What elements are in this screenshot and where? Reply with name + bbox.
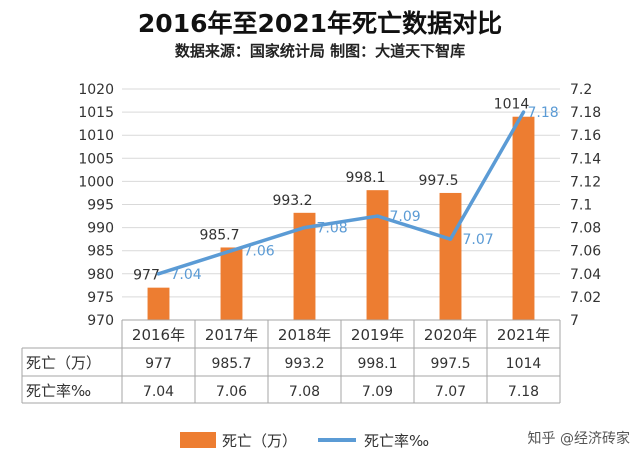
rate-value-label: 7.04 [171,267,202,283]
bar-5 [439,192,462,320]
right-axis-tick-label: 7.2 [570,82,592,98]
left-axis-tick-label: 1020 [78,82,114,98]
right-axis-tick-label: 7.12 [570,174,601,190]
right-axis-tick-label: 7.1 [570,198,592,214]
rate-point [522,110,525,114]
category-label: 2016年 [132,326,185,344]
bar-value-label: 997.5 [418,173,458,189]
bar-1 [147,287,170,320]
left-axis-tick-label: 995 [87,198,114,214]
bar-3 [293,212,316,320]
bar-value-label: 998.1 [345,170,385,186]
table-cell: 977 [145,356,172,372]
left-axis-tick-label: 975 [87,290,114,306]
rate-value-label: 7.09 [390,209,421,225]
legend-label-line: 死亡率‰ [364,432,429,450]
category-label: 2019年 [351,326,404,344]
left-axis-tick-label: 970 [87,313,114,329]
right-axis-tick-label: 7.02 [570,290,601,306]
bar-value-label: 985.7 [199,227,239,243]
table-cell: 985.7 [211,356,251,372]
table-cell: 7.07 [435,384,466,400]
table-cell: 7.06 [216,384,247,400]
bar-value-label: 993.2 [272,193,312,209]
rate-line [156,110,526,276]
left-axis-tick-label: 980 [87,267,114,283]
category-label: 2018年 [278,326,331,344]
left-axis-tick-label: 1005 [78,151,114,167]
rate-value-label: 7.18 [528,105,559,121]
right-axis-tick-label: 7.08 [570,221,601,237]
table-cell: 998.1 [357,356,397,372]
left-axis-tick-label: 990 [87,221,114,237]
table-row-label: 死亡率‰ [26,382,91,400]
left-axis-tick-label: 1015 [78,105,114,121]
bar-value-label: 1014 [494,97,530,113]
chart-title: 2016年至2021年死亡数据对比 [137,9,503,38]
table-cell: 7.08 [289,384,320,400]
table-cell: 1014 [506,356,542,372]
right-axis-tick-label: 7.16 [570,128,601,144]
bar-4 [366,190,389,320]
table-row-label: 死亡（万） [26,354,101,372]
rate-point [376,214,379,218]
rate-value-label: 7.07 [463,232,494,248]
left-axis-tick-label: 1010 [78,128,114,144]
rate-value-label: 7.08 [317,221,348,237]
table-cell: 7.09 [362,384,393,400]
right-axis-tick-label: 7 [570,313,579,329]
right-axis-tick-label: 7.04 [570,267,601,283]
table-cell: 7.18 [508,384,539,400]
bar-6 [512,116,535,320]
rate-value-label: 7.06 [244,244,275,260]
left-axis-tick-label: 985 [87,244,114,260]
right-axis-tick-label: 7.14 [570,151,601,167]
bar-2 [220,247,243,320]
category-label: 2020年 [424,326,477,344]
right-axis-tick-label: 7.06 [570,244,601,260]
rate-point [230,249,233,253]
bar-value-label: 977 [133,268,160,284]
rate-point [303,226,306,230]
left-axis-tick-label: 1000 [78,174,114,190]
category-label: 2017年 [205,326,258,344]
legend-label-bar: 死亡（万） [222,432,297,450]
table-cell: 7.04 [143,384,174,400]
category-label: 2021年 [497,326,550,344]
table-cell: 993.2 [284,356,324,372]
legend-swatch-bar [180,432,216,448]
table-cell: 997.5 [430,356,470,372]
rate-point [449,237,452,241]
watermark-text: 知乎 @经济砖家 [527,431,630,447]
rate-point [157,272,160,276]
chart-subtitle: 数据来源：国家统计局 制图：大道天下智库 [174,42,466,60]
right-axis-tick-label: 7.18 [570,105,601,121]
